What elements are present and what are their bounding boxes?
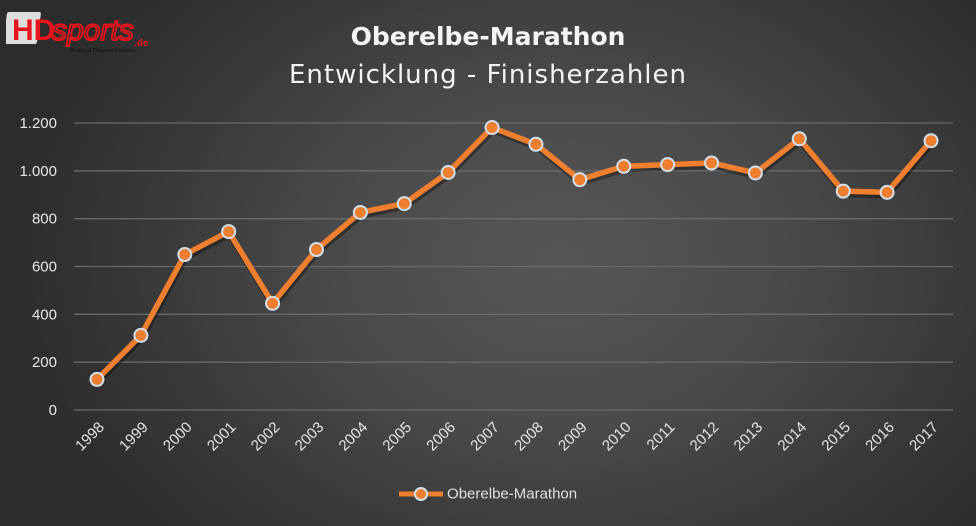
x-tick-label: 1998 [72, 419, 108, 455]
y-tick-label: 0 [49, 402, 57, 419]
data-point [177, 247, 193, 263]
data-point [616, 158, 632, 174]
data-point [396, 196, 412, 212]
series-line-shadow [95, 127, 935, 385]
data-point [352, 204, 368, 220]
x-tick-label: 2009 [555, 419, 591, 455]
x-tick-label: 2016 [862, 419, 898, 455]
x-tick-label: 2002 [248, 419, 284, 455]
x-tick-label: 2013 [731, 419, 767, 455]
x-tick-label: 2006 [423, 419, 459, 455]
data-point [835, 183, 851, 199]
data-point [265, 295, 281, 311]
data-point [440, 165, 456, 181]
hdsports-logo: HD sports .de Home of Distance Runners [2, 6, 151, 57]
data-point [572, 172, 588, 188]
data-point [133, 327, 149, 343]
data-point [528, 136, 544, 152]
x-tick-label: 2012 [687, 419, 723, 455]
data-point [660, 157, 676, 173]
x-tick-label: 2001 [204, 419, 240, 455]
data-point [747, 165, 763, 181]
x-tick-label: 2007 [467, 419, 503, 455]
legend-marker-icon [398, 487, 443, 502]
chart-subtitle: Entwicklung - Finisherzahlen [289, 60, 687, 90]
x-tick-label: 2017 [906, 419, 942, 455]
data-point [704, 155, 720, 171]
y-tick-label: 400 [32, 306, 57, 323]
data-point [221, 224, 237, 240]
y-tick-label: 600 [32, 259, 57, 276]
svg-text:.de: .de [134, 38, 149, 49]
x-tick-label: 2008 [511, 419, 547, 455]
x-tick-label: 2003 [292, 419, 328, 455]
data-point [89, 371, 105, 387]
data-point [879, 184, 895, 200]
data-point [791, 131, 807, 147]
x-tick-label: 2000 [160, 419, 196, 455]
y-tick-label: 1.200 [19, 115, 57, 132]
chart-title: Oberelbe-Marathon [350, 22, 626, 51]
x-tick-label: 2011 [644, 419, 679, 454]
legend: Oberelbe-Marathon [0, 485, 976, 503]
data-point [308, 242, 324, 258]
x-tick-label: 2015 [818, 419, 854, 455]
svg-text:Home of Distance Runners: Home of Distance Runners [70, 47, 136, 52]
data-point [484, 120, 500, 136]
series-line [95, 124, 934, 382]
data-point [923, 133, 939, 149]
svg-text:sports: sports [52, 14, 134, 47]
x-tick-label: 2014 [775, 419, 811, 455]
svg-text:HD: HD [12, 14, 55, 47]
x-tick-label: 2004 [336, 419, 372, 455]
y-tick-label: 1.000 [19, 163, 57, 180]
x-tick-label: 2010 [599, 419, 635, 455]
x-tick-label: 2005 [379, 419, 415, 455]
legend-label: Oberelbe-Marathon [447, 485, 578, 503]
x-tick-label: 1999 [116, 419, 152, 455]
y-tick-label: 800 [32, 211, 57, 228]
y-tick-label: 200 [32, 354, 57, 371]
